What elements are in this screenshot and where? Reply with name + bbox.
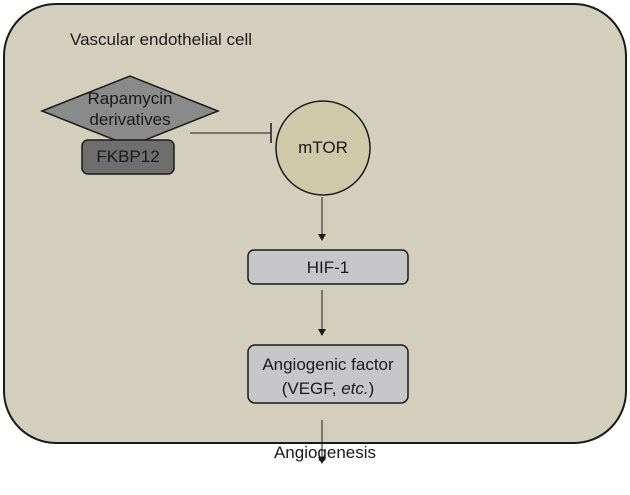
rapamycin-diamond	[39, 75, 221, 147]
fkbp12-label: FKBP12	[96, 147, 160, 166]
factor-line2-italic: etc.	[341, 379, 369, 398]
mtor-label: mTOR	[298, 138, 348, 157]
hif1-label: HIF-1	[306, 258, 350, 277]
angiogenic-factor-label: Angiogenic factor (VEGF, etc.)	[248, 353, 408, 401]
angiogenic-factor-line2: (VEGF, etc.)	[248, 377, 408, 401]
rapamycin-label: Rapamycin derivatives	[42, 88, 218, 130]
mtor-circle	[275, 100, 371, 196]
rapamycin-label-line1: Rapamycin	[87, 89, 173, 108]
hif1-box	[247, 249, 409, 285]
angiogenic-factor-box	[247, 344, 409, 404]
cell-title: Vascular endothelial cell	[70, 30, 253, 49]
factor-line2-prefix: (VEGF,	[281, 379, 342, 398]
rapamycin-label-line2: derivatives	[89, 110, 171, 129]
angiogenesis-label: Angiogenesis	[273, 443, 377, 462]
fkbp12-box	[81, 139, 175, 175]
angiogenic-factor-line1: Angiogenic factor	[262, 355, 394, 374]
factor-line2-suffix: )	[368, 379, 375, 398]
